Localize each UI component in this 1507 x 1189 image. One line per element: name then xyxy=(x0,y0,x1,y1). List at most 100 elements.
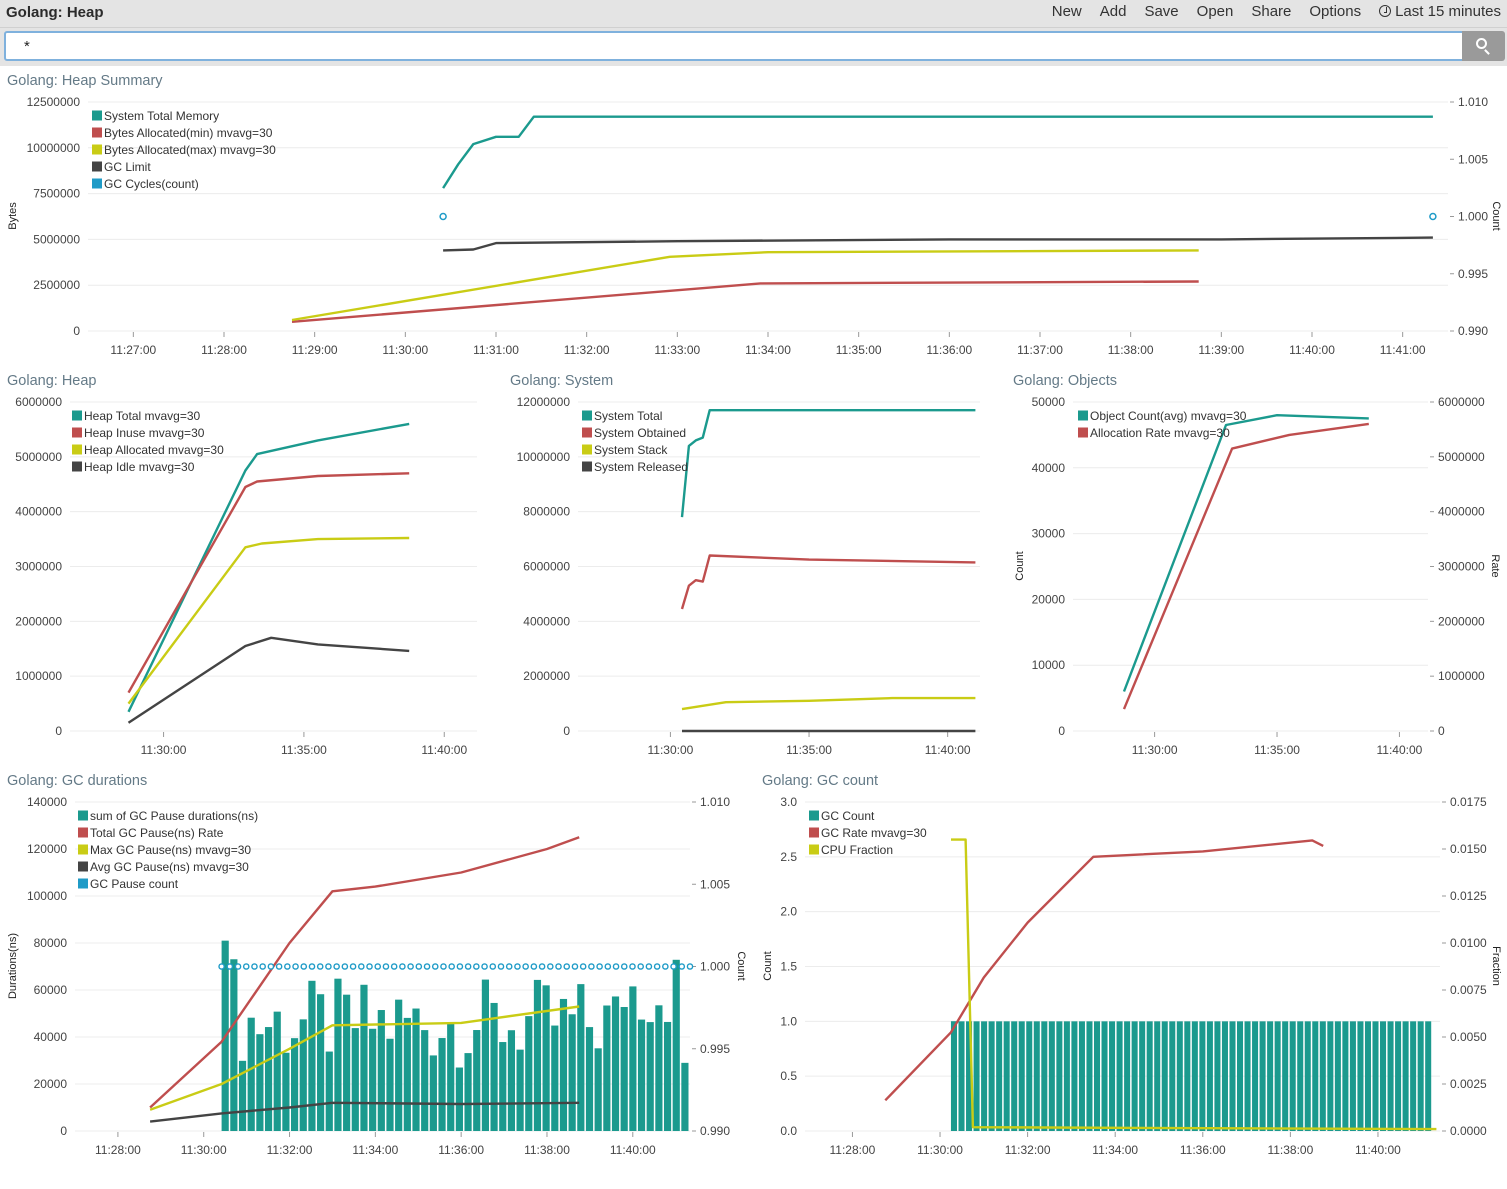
gccount-bar xyxy=(950,1021,958,1131)
system-legend-swatch xyxy=(582,427,592,438)
gccount-bar xyxy=(1267,1021,1274,1131)
save-button[interactable]: Save xyxy=(1144,3,1179,20)
objects-y-tick-label: 50000 xyxy=(1032,395,1066,409)
gcdur-y2-tick-label: 1.010 xyxy=(700,795,730,809)
share-button[interactable]: Share xyxy=(1251,3,1292,20)
gcdur-legend-label: Total GC Pause(ns) Rate xyxy=(90,826,224,840)
gccount-bar xyxy=(958,1021,965,1131)
system-y-tick-label: 2000000 xyxy=(523,669,570,683)
gcdur-point xyxy=(366,963,373,970)
heap-y-tick-label: 2000000 xyxy=(15,614,62,628)
heap-legend-swatch xyxy=(72,461,82,472)
gcdur-bar xyxy=(386,1038,394,1131)
gccount-bar xyxy=(988,1021,995,1131)
objects-y2-axis-label: Rate xyxy=(1489,554,1501,577)
heap-legend-swatch xyxy=(72,444,82,455)
gcdur-legend-label: GC Pause count xyxy=(90,877,179,891)
gccount-x-tick-label: 11:40:00 xyxy=(1355,1143,1401,1157)
gccount-y-tick-label: 0.5 xyxy=(780,1069,797,1083)
gccount-bar xyxy=(1131,1021,1138,1131)
heap-x-tick-label: 11:35:00 xyxy=(281,743,327,757)
gcdur-point xyxy=(514,963,521,970)
gccount-bar xyxy=(1011,1021,1018,1131)
gccount-bar xyxy=(1289,1021,1296,1131)
summary-x-tick-label: 11:34:00 xyxy=(745,343,791,357)
summary-y-tick-label: 5000000 xyxy=(33,232,80,246)
gcdur-bar xyxy=(568,1014,576,1131)
objects-y-tick-label: 40000 xyxy=(1032,461,1066,475)
time-range-label: Last 15 minutes xyxy=(1395,3,1501,20)
summary-x-tick-label: 11:28:00 xyxy=(201,343,247,357)
summary-point xyxy=(1429,212,1437,221)
summary-y-tick-label: 2500000 xyxy=(33,278,80,292)
gccount-bar xyxy=(1229,1021,1236,1131)
options-button[interactable]: Options xyxy=(1309,3,1362,20)
gcdur-point xyxy=(267,963,275,970)
system-legend-label: System Total xyxy=(594,409,662,423)
gccount-bar xyxy=(1252,1021,1259,1131)
search-button[interactable] xyxy=(1462,31,1505,61)
summary-series-line xyxy=(291,249,1199,322)
gccount-y2-tick-label: 0.0100 xyxy=(1450,936,1487,950)
gccount-bar xyxy=(1026,1021,1033,1131)
gcdur-point xyxy=(678,963,686,970)
objects-y2-tick-label: 5000000 xyxy=(1438,450,1485,464)
gcdur-point xyxy=(251,963,258,970)
system-y-tick-label: 12000000 xyxy=(517,395,571,409)
summary-y-tick-label: 0 xyxy=(73,324,80,338)
gccount-bar xyxy=(1191,1021,1198,1131)
gccount-bar xyxy=(1380,1021,1387,1131)
gccount-bar xyxy=(1169,1021,1176,1131)
gcdur-point xyxy=(292,963,299,970)
summary-legend-label: Bytes Allocated(max) mvavg=30 xyxy=(104,143,276,157)
search-input[interactable] xyxy=(4,31,1464,61)
summary-legend-label: System Total Memory xyxy=(104,109,219,123)
gccount-legend-label: GC Rate mvavg=30 xyxy=(821,826,927,840)
gcdur-bar xyxy=(464,1053,472,1131)
gcdur-legend-swatch xyxy=(78,827,88,838)
gcdur-point xyxy=(670,963,677,970)
objects-series-line xyxy=(1122,422,1369,710)
gccount-x-tick-label: 11:34:00 xyxy=(1092,1143,1138,1157)
gcdur-bar xyxy=(620,1007,628,1131)
system-y-tick-label: 10000000 xyxy=(517,450,571,464)
gcdur-bar xyxy=(455,1067,463,1131)
heap-series-line xyxy=(127,536,410,705)
gcdur-bar xyxy=(343,994,351,1131)
gccount-bar xyxy=(1184,1021,1191,1131)
gcdur-point xyxy=(596,963,603,970)
gcdur-y-tick-label: 140000 xyxy=(27,795,67,809)
system-series-line xyxy=(680,554,976,610)
gcdur-y-tick-label: 120000 xyxy=(27,842,67,856)
gcdur-y2-axis-label: Count xyxy=(735,951,747,980)
gccount-bar xyxy=(1093,1021,1101,1131)
time-picker-button[interactable]: Last 15 minutes xyxy=(1379,3,1501,20)
gcdur-bar xyxy=(264,1027,273,1131)
gccount-bar xyxy=(1056,1021,1063,1131)
gccount-y2-tick-label: 0.0125 xyxy=(1450,889,1487,903)
gccount-bar xyxy=(1003,1021,1010,1131)
objects-y2-tick-label: 1000000 xyxy=(1438,669,1485,683)
gcdur-bar xyxy=(421,1030,429,1131)
open-button[interactable]: Open xyxy=(1196,3,1234,20)
summary-x-tick-label: 11:38:00 xyxy=(1108,343,1154,357)
add-button[interactable]: Add xyxy=(1099,3,1127,20)
gccount-bar xyxy=(1124,1021,1131,1131)
gccount-bar xyxy=(1161,1021,1168,1131)
gcdur-point xyxy=(464,963,472,970)
summary-x-tick-label: 11:39:00 xyxy=(1198,343,1244,357)
gccount-y2-axis-label: Fraction xyxy=(1490,946,1502,986)
heap-y-tick-label: 3000000 xyxy=(15,560,62,574)
gcdur-bar xyxy=(438,1038,446,1131)
heap-legend-label: Heap Total mvavg=30 xyxy=(84,409,201,423)
new-button[interactable]: New xyxy=(1051,3,1082,20)
gccount-y-tick-label: 1.0 xyxy=(780,1014,797,1028)
heap-y-tick-label: 5000000 xyxy=(15,450,62,464)
system-legend-label: System Released xyxy=(594,460,688,474)
gccount-x-tick-label: 11:32:00 xyxy=(1005,1143,1051,1157)
summary-y2-tick-label: 0.990 xyxy=(1458,324,1488,338)
objects-series-line xyxy=(1122,414,1369,692)
gccount-bar xyxy=(966,1021,973,1131)
gccount-y2-tick-label: 0.0025 xyxy=(1450,1077,1487,1091)
